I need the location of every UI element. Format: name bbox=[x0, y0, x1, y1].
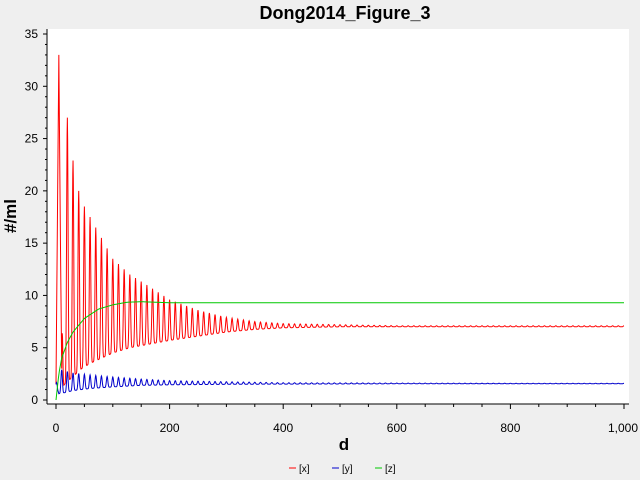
x-tick-label: 800 bbox=[500, 421, 520, 435]
y-tick-label: 30 bbox=[25, 79, 39, 93]
series-line-1 bbox=[55, 369, 625, 395]
series-line-2 bbox=[55, 301, 624, 401]
y-axis-label: #/ml bbox=[1, 199, 20, 233]
y-tick-label: 35 bbox=[25, 27, 39, 41]
series-line-0 bbox=[55, 54, 625, 387]
x-tick-label: 200 bbox=[160, 421, 180, 435]
x-tick-label: 600 bbox=[387, 421, 407, 435]
plot-area bbox=[47, 29, 629, 404]
y-tick-label: 15 bbox=[25, 236, 39, 250]
legend: [x] [y] [z] bbox=[289, 464, 396, 475]
y-axis-ticks: 0 5 10 15 20 25 30 35 bbox=[25, 27, 47, 407]
y-tick-label: 5 bbox=[31, 341, 38, 355]
series-layer bbox=[55, 54, 625, 401]
y-tick-label: 20 bbox=[25, 184, 39, 198]
y-tick-label: 10 bbox=[25, 288, 39, 302]
x-axis-ticks: 0 200 400 600 800 1,000 bbox=[53, 404, 638, 435]
x-tick-label: 400 bbox=[273, 421, 293, 435]
y-tick-label: 25 bbox=[25, 132, 39, 146]
legend-label: [y] bbox=[342, 464, 353, 475]
x-axis-label: d bbox=[339, 435, 349, 454]
chart-title: Dong2014_Figure_3 bbox=[259, 3, 430, 23]
x-tick-label: 0 bbox=[53, 421, 60, 435]
y-tick-label: 0 bbox=[31, 393, 38, 407]
legend-label: [x] bbox=[299, 464, 310, 475]
x-tick-label: 1,000 bbox=[608, 421, 638, 435]
legend-label: [z] bbox=[385, 464, 396, 475]
